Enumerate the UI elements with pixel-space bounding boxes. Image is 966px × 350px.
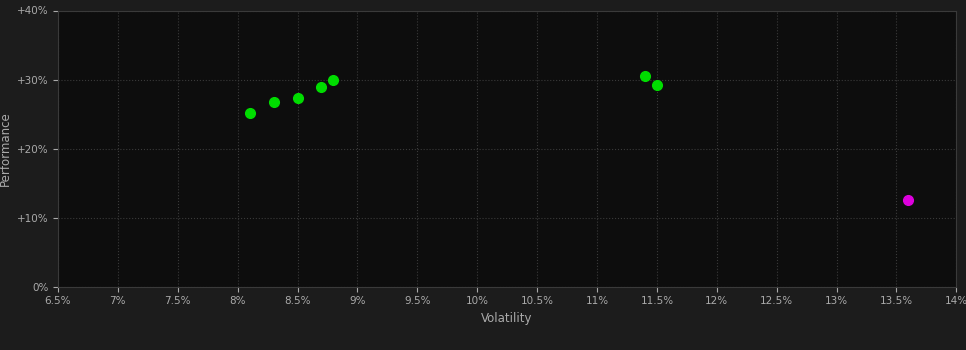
X-axis label: Volatility: Volatility bbox=[481, 312, 533, 324]
Y-axis label: Performance: Performance bbox=[0, 111, 12, 186]
Point bbox=[314, 84, 329, 89]
Point bbox=[649, 82, 665, 88]
Point bbox=[638, 74, 653, 79]
Point bbox=[900, 197, 916, 203]
Point bbox=[242, 110, 257, 116]
Point bbox=[290, 96, 305, 101]
Point bbox=[266, 99, 281, 105]
Point bbox=[326, 77, 341, 83]
